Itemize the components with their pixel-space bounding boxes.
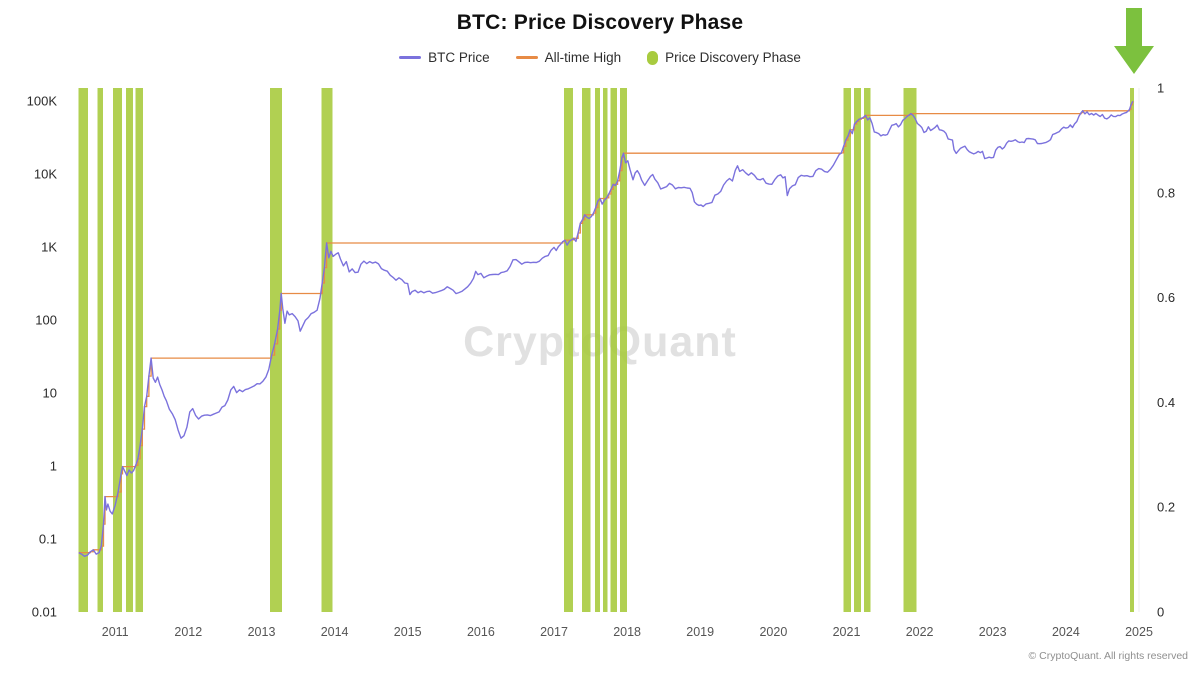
price-discovery-band [135, 88, 143, 612]
x-axis-tick-label: 2021 [833, 625, 861, 639]
price-discovery-band [113, 88, 122, 612]
y-axis-right-tick-label: 0.2 [1157, 500, 1175, 515]
x-axis-tick-label: 2023 [979, 625, 1007, 639]
x-axis-tick-label: 2015 [394, 625, 422, 639]
price-discovery-phase-swatch [647, 50, 659, 65]
y-axis-left-tick-label: 0.01 [32, 605, 57, 620]
y-axis-left-tick-label: 1 [50, 459, 57, 474]
price-discovery-band [843, 88, 851, 612]
y-axis-left-tick-label: 10K [34, 166, 57, 181]
x-axis-tick-label: 2017 [540, 625, 568, 639]
x-axis-tick-label: 2013 [248, 625, 276, 639]
price-discovery-band [603, 88, 608, 612]
y-axis-right-tick-label: 0.8 [1157, 185, 1175, 200]
price-discovery-band [564, 88, 573, 612]
btc-price-swatch [399, 56, 422, 59]
y-axis-left-tick-label: 100 [35, 312, 57, 327]
x-axis-tick-label: 2016 [467, 625, 495, 639]
price-discovery-band [594, 88, 600, 612]
x-axis-tick-label: 2011 [102, 625, 129, 639]
y-axis-left-tick-label: 1K [41, 239, 57, 254]
legend-item-all-time-high[interactable]: All-time High [515, 50, 622, 65]
legend-item-price-discovery-phase[interactable]: Price Discovery Phase [647, 50, 801, 65]
price-discovery-band [321, 88, 333, 612]
chart-legend: BTC Price All-time High Price Discovery … [0, 50, 1200, 65]
y-axis-right-tick-label: 0 [1157, 605, 1164, 620]
x-axis-tick-label: 2024 [1052, 625, 1080, 639]
x-axis-tick-label: 2019 [686, 625, 714, 639]
price-discovery-band [903, 88, 917, 612]
x-axis-tick-label: 2022 [906, 625, 934, 639]
legend-item-btc-price[interactable]: BTC Price [399, 50, 490, 65]
x-axis-tick-label: 2025 [1125, 625, 1153, 639]
x-axis-tick-label: 2014 [321, 625, 349, 639]
price-discovery-band [610, 88, 617, 612]
x-axis-tick-label: 2018 [613, 625, 641, 639]
y-axis-right-tick-label: 0.4 [1157, 395, 1175, 410]
price-discovery-band [853, 88, 862, 612]
down-arrow-icon [1114, 8, 1154, 74]
price-discovery-band [619, 88, 628, 612]
btc-price-line [78, 100, 1134, 557]
chart-title: BTC: Price Discovery Phase [456, 11, 744, 34]
y-axis-right-tick-label: 0.6 [1157, 290, 1175, 305]
price-discovery-band [581, 88, 591, 612]
legend-label-all-time-high: All-time High [544, 50, 622, 65]
x-axis-tick-label: 2020 [759, 625, 787, 639]
legend-label-price-discovery-phase: Price Discovery Phase [665, 50, 801, 65]
copyright-notice: © CryptoQuant. All rights reserved [1028, 650, 1188, 662]
price-discovery-band [864, 88, 871, 612]
price-discovery-band [97, 88, 103, 612]
y-axis-left-tick-label: 10 [43, 385, 57, 400]
all-time-high-swatch [515, 56, 538, 59]
y-axis-right-tick-label: 1 [1157, 81, 1164, 96]
y-axis-left-tick-label: 0.1 [39, 532, 57, 547]
x-axis-tick-label: 2012 [174, 625, 202, 639]
legend-label-btc-price: BTC Price [428, 50, 490, 65]
y-axis-left-tick-label: 100K [27, 93, 58, 108]
price-discovery-band [78, 88, 89, 612]
price-discovery-band [1130, 88, 1134, 612]
price-discovery-band [126, 88, 133, 612]
price-discovery-band [270, 88, 282, 612]
